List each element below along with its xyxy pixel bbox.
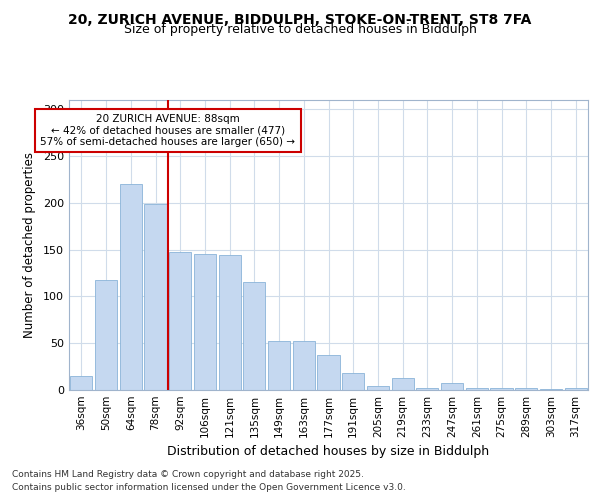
Bar bbox=[293, 342, 315, 390]
Bar bbox=[441, 384, 463, 390]
Bar bbox=[317, 356, 340, 390]
Bar bbox=[466, 388, 488, 390]
Text: Contains HM Land Registry data © Crown copyright and database right 2025.: Contains HM Land Registry data © Crown c… bbox=[12, 470, 364, 479]
X-axis label: Distribution of detached houses by size in Biddulph: Distribution of detached houses by size … bbox=[167, 446, 490, 458]
Bar bbox=[194, 254, 216, 390]
Bar bbox=[119, 184, 142, 390]
Text: 20, ZURICH AVENUE, BIDDULPH, STOKE-ON-TRENT, ST8 7FA: 20, ZURICH AVENUE, BIDDULPH, STOKE-ON-TR… bbox=[68, 12, 532, 26]
Text: Size of property relative to detached houses in Biddulph: Size of property relative to detached ho… bbox=[124, 22, 476, 36]
Bar bbox=[218, 256, 241, 390]
Bar bbox=[416, 388, 439, 390]
Y-axis label: Number of detached properties: Number of detached properties bbox=[23, 152, 36, 338]
Bar bbox=[243, 282, 265, 390]
Bar bbox=[565, 388, 587, 390]
Text: 20 ZURICH AVENUE: 88sqm
← 42% of detached houses are smaller (477)
57% of semi-d: 20 ZURICH AVENUE: 88sqm ← 42% of detache… bbox=[40, 114, 295, 147]
Bar bbox=[169, 252, 191, 390]
Bar bbox=[490, 388, 512, 390]
Bar bbox=[392, 378, 414, 390]
Bar bbox=[95, 280, 117, 390]
Bar bbox=[540, 389, 562, 390]
Bar bbox=[70, 376, 92, 390]
Bar bbox=[515, 388, 538, 390]
Bar bbox=[268, 342, 290, 390]
Bar bbox=[145, 204, 167, 390]
Bar bbox=[342, 373, 364, 390]
Text: Contains public sector information licensed under the Open Government Licence v3: Contains public sector information licen… bbox=[12, 482, 406, 492]
Bar bbox=[367, 386, 389, 390]
